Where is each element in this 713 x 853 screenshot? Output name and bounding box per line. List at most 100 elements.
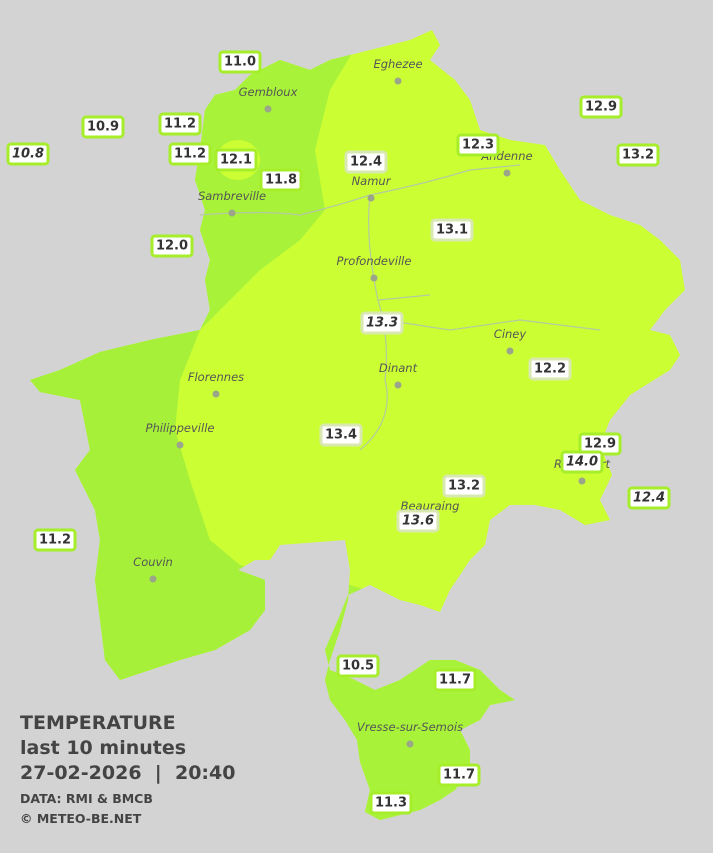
station-box (158, 112, 202, 136)
station-label: 12.9 (578, 432, 622, 456)
city-label: Philippeville (146, 421, 215, 435)
station-label: 10.8 (6, 142, 50, 166)
legend-time: 20:40 (174, 762, 236, 784)
city-label: Ciney (494, 327, 527, 341)
station-value: 12.3 (462, 138, 494, 153)
city-label: Eghezee (373, 57, 422, 71)
city-dot (394, 381, 402, 389)
station-box (336, 654, 380, 678)
station-label: 13.6 (396, 509, 440, 533)
station-value: 12.4 (350, 155, 382, 170)
city-dot (394, 77, 402, 85)
station-label: 12.3 (456, 133, 500, 157)
station-label: 13.3 (360, 311, 404, 335)
station-label: 13.2 (616, 143, 660, 167)
city-dot (149, 575, 157, 583)
city-dot (506, 347, 514, 355)
city-label: Vresse-sur-Semois (357, 720, 463, 734)
city-dot (264, 105, 272, 113)
station-box (33, 528, 77, 552)
station-label: 14.0 (560, 450, 604, 474)
city-dot (367, 194, 375, 202)
station-box (560, 450, 604, 474)
station-label: 11.8 (259, 168, 303, 192)
station-label: 12.9 (579, 95, 623, 119)
city-dot (212, 390, 220, 398)
station-label: 13.2 (442, 474, 486, 498)
station-value: 11.7 (443, 768, 475, 783)
station-value: 13.2 (448, 479, 480, 494)
zone-south (300, 585, 540, 820)
station-value: 11.2 (174, 147, 206, 162)
legend-source: DATA: RMI & BMCB (20, 791, 153, 806)
station-label: 10.9 (81, 115, 125, 139)
station-value: 10.8 (12, 147, 44, 162)
city-label: Couvin (133, 555, 173, 569)
station-label: 11.3 (369, 791, 413, 815)
station-box (218, 50, 262, 74)
station-label: 10.5 (336, 654, 380, 678)
station-box (442, 474, 486, 498)
legend-datetime: 27-02-2026 | 20:40 (20, 762, 235, 784)
station-box (627, 486, 671, 510)
station-box (528, 357, 572, 381)
station-box (344, 150, 388, 174)
station-value: 11.7 (439, 673, 471, 688)
station-box (579, 95, 623, 119)
city-label: Dinant (379, 361, 418, 375)
city-label: Gembloux (239, 85, 298, 99)
city-dot (578, 477, 586, 485)
city-label: Sambreville (198, 189, 266, 203)
city-dot (176, 441, 184, 449)
station-label: 12.0 (150, 234, 194, 258)
city-dot (406, 740, 414, 748)
station-label: 11.2 (168, 142, 212, 166)
station-value: 12.9 (585, 100, 617, 115)
station-box (214, 148, 258, 172)
station-value: 10.5 (342, 659, 374, 674)
city-dot (503, 169, 511, 177)
legend-copyright: © METEO-BE.NET (20, 811, 142, 826)
station-value: 13.1 (436, 223, 468, 238)
station-box (437, 763, 481, 787)
station-box (259, 168, 303, 192)
station-label: 11.7 (437, 763, 481, 787)
station-value: 12.2 (534, 362, 566, 377)
station-value: 11.2 (39, 533, 71, 548)
station-value: 11.2 (164, 117, 196, 132)
station-value: 12.0 (156, 239, 188, 254)
station-box (456, 133, 500, 157)
station-value: 13.2 (622, 148, 654, 163)
station-box (81, 115, 125, 139)
station-value: 13.6 (402, 514, 434, 529)
station-label: 11.2 (158, 112, 202, 136)
station-value: 12.9 (584, 437, 616, 452)
station-box (396, 509, 440, 533)
rivers (199, 164, 601, 451)
station-box (150, 234, 194, 258)
legend-date: 27-02-2026 (20, 762, 142, 784)
station-value: 11.0 (224, 55, 256, 70)
station-value: 12.4 (633, 491, 665, 506)
station-value: 11.3 (375, 796, 407, 811)
city-dot (370, 274, 378, 282)
station-box (360, 311, 404, 335)
city-label: Florennes (188, 370, 244, 384)
station-label: 11.2 (33, 528, 77, 552)
station-box (319, 423, 363, 447)
station-box (616, 143, 660, 167)
legend-separator: | (154, 762, 162, 784)
station-box (369, 791, 413, 815)
station-value: 13.4 (325, 428, 357, 443)
station-label: 13.1 (430, 218, 474, 242)
legend-period: last 10 minutes (20, 737, 187, 759)
legend-title: TEMPERATURE (20, 712, 176, 734)
city-label: Namur (352, 174, 392, 188)
station-box (6, 142, 50, 166)
station-label: 12.2 (528, 357, 572, 381)
station-label: 12.1 (214, 148, 258, 172)
station-box (168, 142, 212, 166)
station-label: 11.0 (218, 50, 262, 74)
